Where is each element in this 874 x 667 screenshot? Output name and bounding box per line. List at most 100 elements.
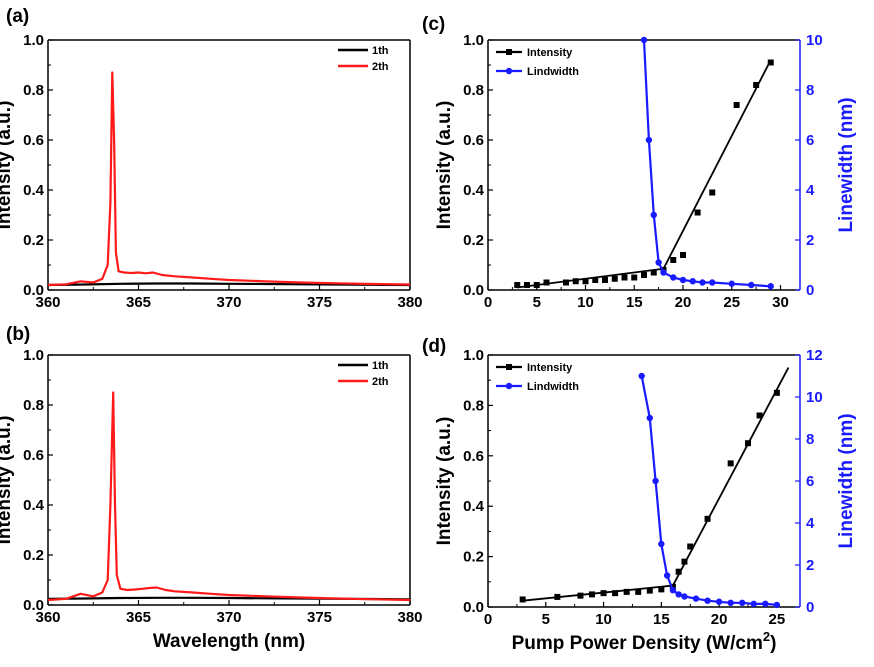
data-point-circle bbox=[660, 269, 667, 276]
x-tick-label: 370 bbox=[216, 294, 241, 311]
data-point-square bbox=[612, 590, 619, 597]
legend-label: 1th bbox=[372, 360, 389, 372]
data-point-square bbox=[687, 543, 694, 550]
x-tick-label: 5 bbox=[542, 611, 550, 628]
legend-marker bbox=[506, 364, 512, 370]
panel-label: (c) bbox=[422, 14, 445, 35]
y-axis-title: Intensity (a.u.) bbox=[0, 101, 15, 230]
y-tick-label: 0.6 bbox=[463, 448, 484, 465]
data-point-square bbox=[694, 209, 701, 216]
data-point-square bbox=[514, 282, 521, 288]
data-point-circle bbox=[773, 601, 781, 609]
panel-label: (a) bbox=[6, 6, 29, 27]
legend-label: 1th bbox=[372, 45, 389, 57]
data-point-circle bbox=[679, 276, 687, 284]
y-tick-label: 0.8 bbox=[463, 82, 484, 99]
data-point-square bbox=[602, 277, 608, 283]
data-point-square bbox=[563, 279, 569, 286]
y-tick-label: 0.2 bbox=[23, 547, 44, 564]
data-point-circle bbox=[650, 211, 657, 219]
y-tick-label: 0.8 bbox=[463, 397, 484, 414]
legend-label: Intensity bbox=[527, 362, 573, 374]
data-point-circle bbox=[669, 587, 677, 594]
y-tick-label: 0.4 bbox=[463, 182, 485, 199]
y-tick-label: 1.0 bbox=[463, 32, 484, 49]
data-point-circle bbox=[728, 280, 735, 287]
legend-marker bbox=[505, 67, 513, 75]
y-tick-label: 0.0 bbox=[23, 282, 44, 299]
x-tick-label: 15 bbox=[626, 294, 643, 311]
data-point-circle bbox=[645, 136, 653, 144]
data-point-square bbox=[631, 274, 638, 281]
y-axis-title: Intensity (a.u.) bbox=[0, 416, 15, 545]
y2-axis-title: Linewidth (nm) bbox=[836, 413, 857, 548]
data-point-square bbox=[582, 278, 589, 285]
x-tick-label: 365 bbox=[126, 609, 151, 626]
data-point-square bbox=[773, 389, 780, 396]
data-point-square bbox=[727, 460, 734, 467]
data-point-circle bbox=[715, 598, 723, 605]
y2-tick-label: 8 bbox=[806, 82, 814, 99]
x-tick-label: 20 bbox=[711, 611, 728, 628]
series-line-2th bbox=[47, 391, 411, 602]
panel-label: (b) bbox=[6, 324, 30, 345]
y-tick-label: 0.2 bbox=[23, 232, 44, 249]
data-point-square bbox=[524, 282, 530, 288]
x-tick-label: 10 bbox=[595, 611, 612, 628]
data-point-circle bbox=[699, 279, 706, 286]
data-point-circle bbox=[658, 540, 665, 548]
x-tick-label: 0 bbox=[484, 294, 492, 311]
x-tick-label: 10 bbox=[577, 294, 594, 311]
data-point-circle bbox=[675, 591, 682, 598]
y-tick-label: 0.4 bbox=[463, 498, 485, 515]
data-point-square bbox=[635, 588, 642, 595]
legend-marker bbox=[505, 382, 513, 390]
y2-axis-title: Linewidth (nm) bbox=[836, 97, 857, 232]
x-tick-label: 30 bbox=[772, 294, 789, 311]
data-point-square bbox=[670, 257, 677, 263]
data-point-square bbox=[646, 587, 653, 594]
y-axis-title: Intensity (a.u.) bbox=[434, 101, 455, 230]
data-point-circle bbox=[652, 477, 659, 485]
x-tick-label: 0 bbox=[484, 611, 492, 628]
x-tick-label: 15 bbox=[653, 611, 670, 628]
data-point-circle bbox=[663, 572, 671, 579]
series-line-Lindwidth bbox=[640, 375, 777, 606]
x-tick-label: 5 bbox=[533, 294, 541, 311]
chart-panel-a: (a) 360 365 370 375 380 0.0 0.2 0.4 0.6 0.8 1.0 Inte… bbox=[0, 6, 423, 311]
data-point-square bbox=[592, 277, 599, 283]
data-point-circle bbox=[748, 281, 755, 289]
panel-label: (d) bbox=[422, 336, 446, 357]
chart-panel-b: (b) 360 365 370 375 380 0.0 0.2 0.4 0.6 0.8 1.0 Inte… bbox=[0, 324, 423, 652]
x-tick-label: 380 bbox=[397, 609, 422, 626]
data-point-square bbox=[611, 275, 618, 282]
data-point-square bbox=[704, 515, 711, 522]
x-tick-label: 380 bbox=[397, 294, 422, 311]
x-tick-label: 375 bbox=[307, 294, 332, 311]
data-point-circle bbox=[670, 274, 677, 281]
data-point-square bbox=[589, 591, 595, 598]
y-tick-label: 0.8 bbox=[23, 82, 44, 99]
data-point-square bbox=[658, 586, 665, 593]
series-line-2th bbox=[47, 71, 411, 287]
y-tick-label: 0.4 bbox=[23, 497, 45, 514]
y2-tick-label: 0 bbox=[806, 282, 814, 299]
y-tick-label: 0.2 bbox=[463, 549, 484, 566]
data-point-circle bbox=[638, 372, 645, 380]
data-point-square bbox=[733, 102, 740, 108]
y2-tick-label: 4 bbox=[806, 182, 815, 199]
y-tick-label: 0.6 bbox=[23, 447, 44, 464]
y2-tick-label: 12 bbox=[806, 347, 823, 364]
legend-label: Lindwidth bbox=[527, 66, 579, 78]
x-axis-title-superscript: 2 bbox=[763, 629, 770, 644]
x-tick-label: 375 bbox=[307, 609, 332, 626]
y-tick-label: 0.2 bbox=[463, 232, 484, 249]
y-tick-label: 0.6 bbox=[23, 132, 44, 149]
data-point-circle bbox=[739, 599, 746, 606]
chart-panel-c: (c) 0 5 10 15 20 25 30 0.0 0.2 0.4 0.6 0.8 1.0 0 2 4 6 8 10… bbox=[422, 14, 857, 311]
data-point-square bbox=[621, 274, 628, 281]
y-tick-label: 1.0 bbox=[23, 347, 44, 364]
data-point-square bbox=[745, 440, 751, 447]
x-tick-label: 25 bbox=[723, 294, 740, 311]
